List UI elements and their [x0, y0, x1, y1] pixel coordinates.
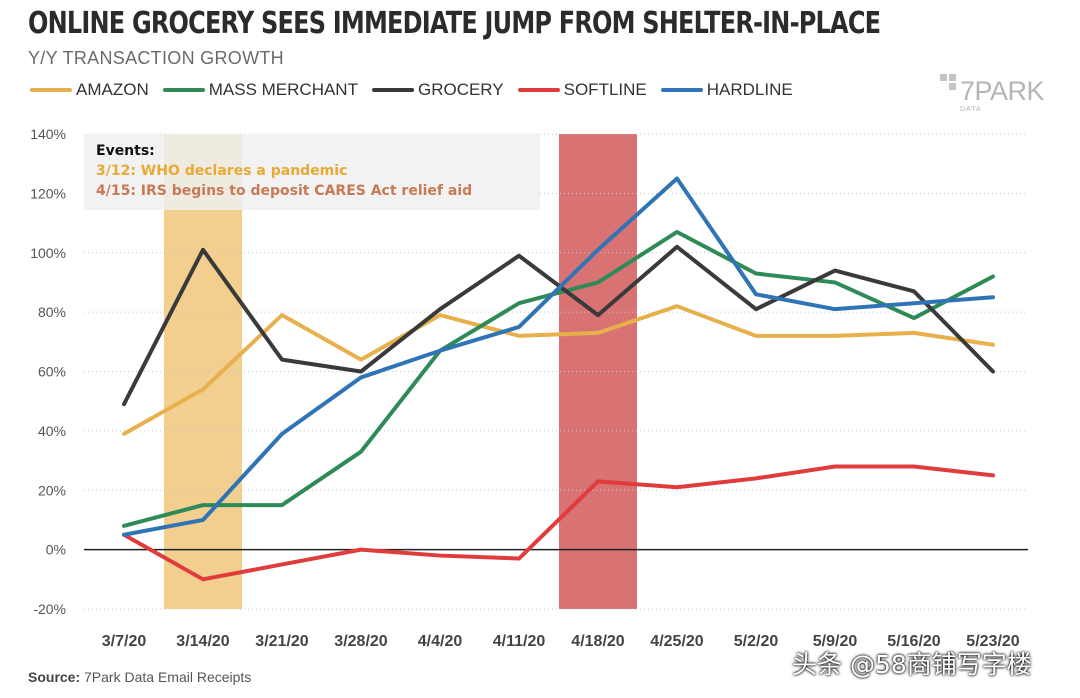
legend-item-softline: SOFTLINE: [517, 80, 647, 100]
legend-item-amazon: AMAZON: [30, 80, 149, 100]
highlight-band-2: [559, 134, 637, 609]
x-tick-label: 4/18/20: [571, 633, 624, 650]
brand-logo: 7PARK DATA: [938, 70, 1045, 116]
legend-label-grocery: GROCERY: [417, 80, 504, 99]
legend-swatch-mass-merchant: [162, 88, 205, 92]
legend: AMAZON MASS MERCHANT GROCERY SOFTLINE HA…: [30, 80, 807, 100]
x-tick-label: 4/4/20: [418, 633, 463, 650]
series-line-grocery: [122, 244, 995, 407]
x-tick-label: 5/9/20: [813, 633, 858, 650]
y-tick-label: 140%: [30, 126, 66, 142]
watermark: 头条 @58商铺写字楼: [792, 650, 1032, 679]
y-tick-label: 80%: [38, 304, 66, 320]
legend-swatch-hardline: [660, 88, 703, 92]
chart-title: ONLINE GROCERY SEES IMMEDIATE JUMP FROM …: [28, 6, 881, 41]
y-axis-ticks: -20% 0% 20% 40% 60% 80% 100% 120% 140%: [30, 126, 66, 617]
y-tick-label: 60%: [38, 364, 66, 380]
series-line-amazon: [122, 304, 995, 436]
x-tick-label: 4/25/20: [650, 633, 703, 650]
legend-label-mass-merchant: MASS MERCHANT: [208, 80, 358, 99]
source-footer: Source: 7Park Data Email Receipts: [28, 669, 251, 685]
logo-text: 7PARK: [960, 76, 1045, 106]
legend-item-mass-merchant: MASS MERCHANT: [162, 80, 358, 100]
legend-label-softline: SOFTLINE: [563, 80, 647, 99]
y-tick-label: 100%: [30, 245, 66, 261]
logo-mark-icon: [940, 74, 956, 90]
series-line-hardline: [122, 176, 995, 537]
source-label: Source:: [28, 669, 81, 685]
series-line-mass-merchant: [122, 229, 995, 528]
legend-swatch-grocery: [371, 88, 414, 92]
x-tick-label: 5/2/20: [734, 633, 779, 650]
y-tick-label: 20%: [38, 482, 66, 498]
series-line-softline: [122, 464, 995, 582]
x-tick-label: 3/7/20: [102, 633, 147, 650]
chart-subtitle: Y/Y TRANSACTION GROWTH: [28, 48, 284, 68]
grid-layer: [84, 133, 1028, 610]
legend-swatch-amazon: [30, 88, 72, 92]
legend-label-hardline: HARDLINE: [706, 80, 793, 99]
x-tick-label: 3/21/20: [255, 633, 308, 650]
x-tick-label: 3/14/20: [176, 633, 229, 650]
legend-swatch-softline: [517, 88, 560, 92]
legend-label-amazon: AMAZON: [76, 80, 149, 99]
y-tick-label: 120%: [30, 185, 66, 201]
y-tick-label: 40%: [38, 423, 66, 439]
legend-item-grocery: GROCERY: [371, 80, 504, 100]
series-layer: [122, 176, 995, 582]
events-title: Events:: [96, 143, 155, 159]
x-tick-label: 4/11/20: [493, 633, 546, 650]
events-annotation: Events: 3/12: WHO declares a pandemic 4/…: [84, 134, 540, 210]
x-tick-label: 3/28/20: [334, 633, 387, 650]
y-tick-label: -20%: [33, 601, 66, 617]
x-axis-ticks: 3/7/20 3/14/20 3/21/20 3/28/20 4/4/20 4/11/20…: [102, 633, 1020, 650]
event-cares-act: 4/15: IRS begins to deposit CARES Act re…: [96, 183, 473, 199]
x-tick-label: 5/16/20: [887, 633, 940, 650]
y-tick-label: 0%: [46, 542, 66, 558]
logo-subtext: DATA: [960, 106, 982, 113]
source-text: 7Park Data Email Receipts: [84, 669, 252, 685]
legend-item-hardline: HARDLINE: [660, 80, 793, 100]
event-who-pandemic: 3/12: WHO declares a pandemic: [96, 163, 348, 179]
x-tick-label: 5/23/20: [966, 633, 1019, 650]
